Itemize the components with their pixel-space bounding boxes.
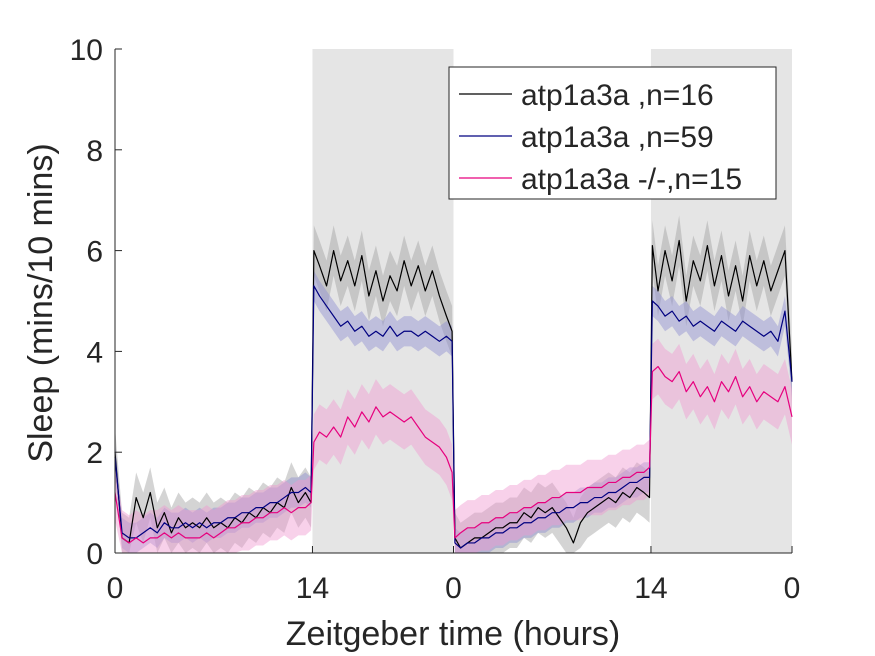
x-tick-label: 14 [296, 572, 329, 605]
x-tick-label: 14 [634, 572, 667, 605]
x-tick-label: 0 [784, 572, 801, 605]
legend-label-0: atp1a3a ,n=16 [521, 79, 714, 112]
series-line-1 [114, 285, 793, 549]
legend-label-2: atp1a3a -/-,n=15 [521, 163, 742, 196]
x-tick-label: 0 [445, 572, 462, 605]
error-band-0 [115, 215, 792, 553]
error-bands [115, 215, 792, 553]
x-axis-label: Zeitgeber time (hours) [286, 615, 620, 653]
y-tick-label: 8 [86, 135, 103, 168]
legend-box [448, 66, 777, 200]
legend-label-1: atp1a3a ,n=59 [521, 121, 714, 154]
error-band-1 [115, 270, 792, 553]
y-tick-label: 4 [86, 336, 103, 369]
y-tick-label: 0 [86, 538, 103, 571]
series-line-2 [114, 365, 793, 544]
error-band-2 [115, 338, 792, 553]
y-tick-label: 2 [86, 437, 103, 470]
y-tick-label: 6 [86, 236, 103, 269]
series-lines [114, 239, 793, 549]
y-axis-label: Sleep (mins/10 mins) [22, 143, 60, 462]
ticks: 0 2 4 6 8 10 0 14 0 14 0 [70, 34, 801, 605]
y-tick-label: 10 [70, 34, 103, 67]
x-tick-label: 0 [107, 572, 124, 605]
legend: atp1a3a ,n=16 atp1a3a ,n=59 atp1a3a -/-,n=… [448, 66, 777, 200]
